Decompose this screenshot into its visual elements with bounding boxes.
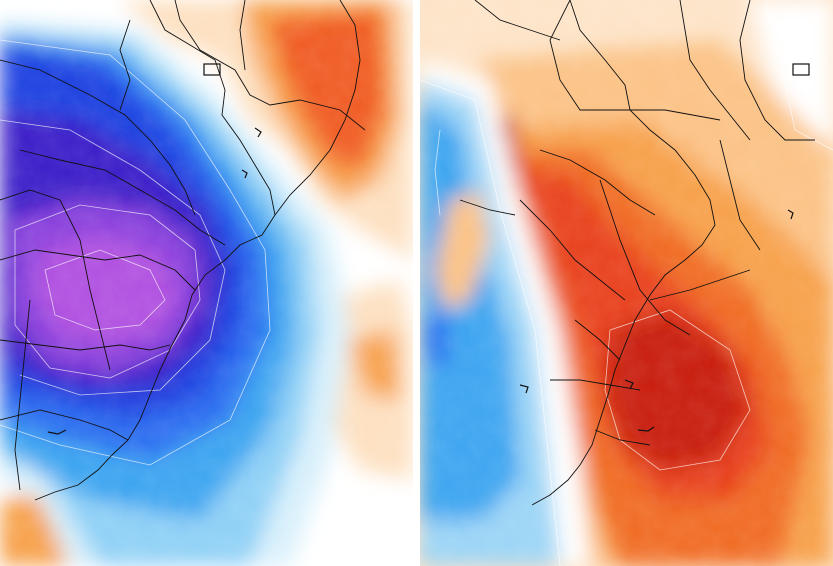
right-map-panel <box>420 0 833 566</box>
right-anomaly-map <box>420 0 833 566</box>
reference-box <box>792 63 810 76</box>
left-contours <box>0 39 271 466</box>
coastline <box>34 0 276 501</box>
right-country-borders <box>459 0 815 506</box>
left-small-markers <box>47 63 262 435</box>
coastline <box>531 0 716 506</box>
right-small-markers <box>519 63 810 432</box>
left-texture <box>0 0 413 566</box>
left-anomaly-map <box>0 0 413 566</box>
reference-box <box>203 63 221 76</box>
panel-divider <box>413 0 420 566</box>
left-country-borders <box>0 0 366 501</box>
right-texture <box>420 0 833 566</box>
left-map-panel <box>0 0 413 566</box>
